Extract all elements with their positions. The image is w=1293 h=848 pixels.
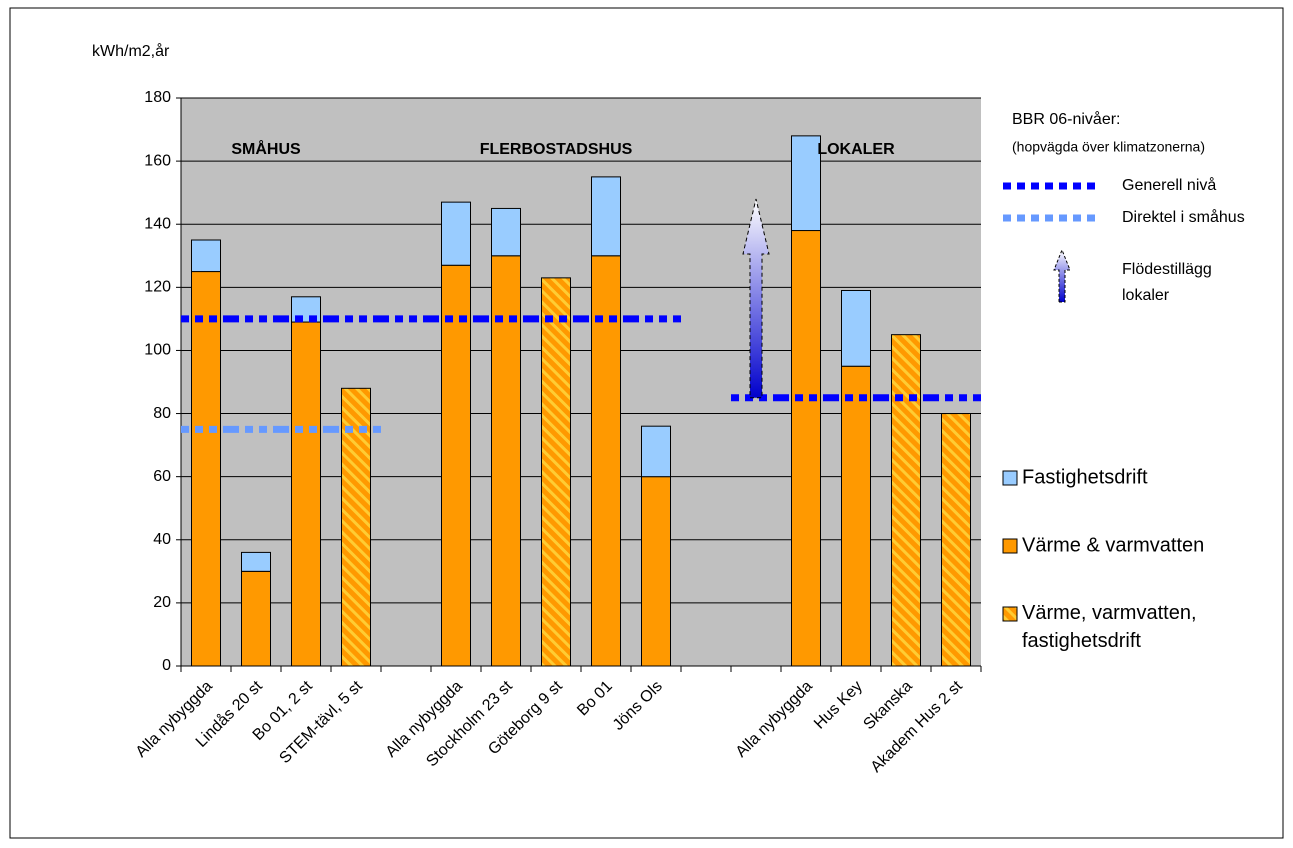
y-tick-label: 60 xyxy=(153,468,171,485)
y-axis-label: kWh/m2,år xyxy=(92,42,170,60)
y-tick-label: 180 xyxy=(144,89,171,106)
y-tick-label: 160 xyxy=(144,152,171,169)
legend-label: Generell nivå xyxy=(1122,176,1216,194)
y-tick-label: 0 xyxy=(162,657,171,674)
bar-segment xyxy=(341,387,371,667)
legend-label: Fastighetsdrift xyxy=(1022,466,1148,488)
bar-segment xyxy=(291,321,321,667)
bar-segment xyxy=(491,207,521,257)
bar-segment xyxy=(641,476,671,667)
legend-label: Flödestillägg lokaler xyxy=(1122,261,1212,304)
group-label: FLERBOSTADSHUS xyxy=(480,141,633,158)
bar-segment xyxy=(591,255,621,667)
reference-subtitle: (hopvägda över klimatzonerna) xyxy=(1012,139,1205,155)
flow-arrow xyxy=(742,198,770,399)
bar-segment xyxy=(791,135,821,232)
bar-segment xyxy=(841,289,871,367)
y-tick-label: 40 xyxy=(153,531,171,548)
bar-segment xyxy=(891,334,921,667)
legend-swatch xyxy=(1002,606,1018,622)
y-tick-label: 140 xyxy=(144,215,171,232)
bar-segment xyxy=(541,277,571,667)
legend-label: Värme & varmvatten xyxy=(1022,534,1204,556)
bar-segment xyxy=(241,551,271,572)
bar-segment xyxy=(841,365,871,667)
bar-segment xyxy=(591,176,621,257)
bar-segment xyxy=(191,239,221,273)
group-label: LOKALER xyxy=(817,141,895,158)
bar-segment xyxy=(191,271,221,667)
y-tick-label: 100 xyxy=(144,342,171,359)
reference-title: BBR 06-nivåer: xyxy=(1012,110,1121,128)
legend-swatch xyxy=(1002,538,1018,554)
legend-label: Värme, varmvatten, fastighetsdrift xyxy=(1022,602,1197,652)
bar-segment xyxy=(641,425,671,478)
bar-segment xyxy=(441,201,471,266)
y-tick-label: 20 xyxy=(153,594,171,611)
legend-label: Direktel i småhus xyxy=(1122,208,1245,226)
legend-arrow xyxy=(1053,248,1071,303)
bar-segment xyxy=(791,230,821,667)
y-tick-label: 120 xyxy=(144,279,171,296)
legend-swatch xyxy=(1002,470,1018,486)
group-label: SMÅHUS xyxy=(231,139,301,158)
y-tick-label: 80 xyxy=(153,405,171,422)
bar-segment xyxy=(941,413,971,667)
bar-segment xyxy=(441,264,471,667)
bar-segment xyxy=(241,570,271,667)
